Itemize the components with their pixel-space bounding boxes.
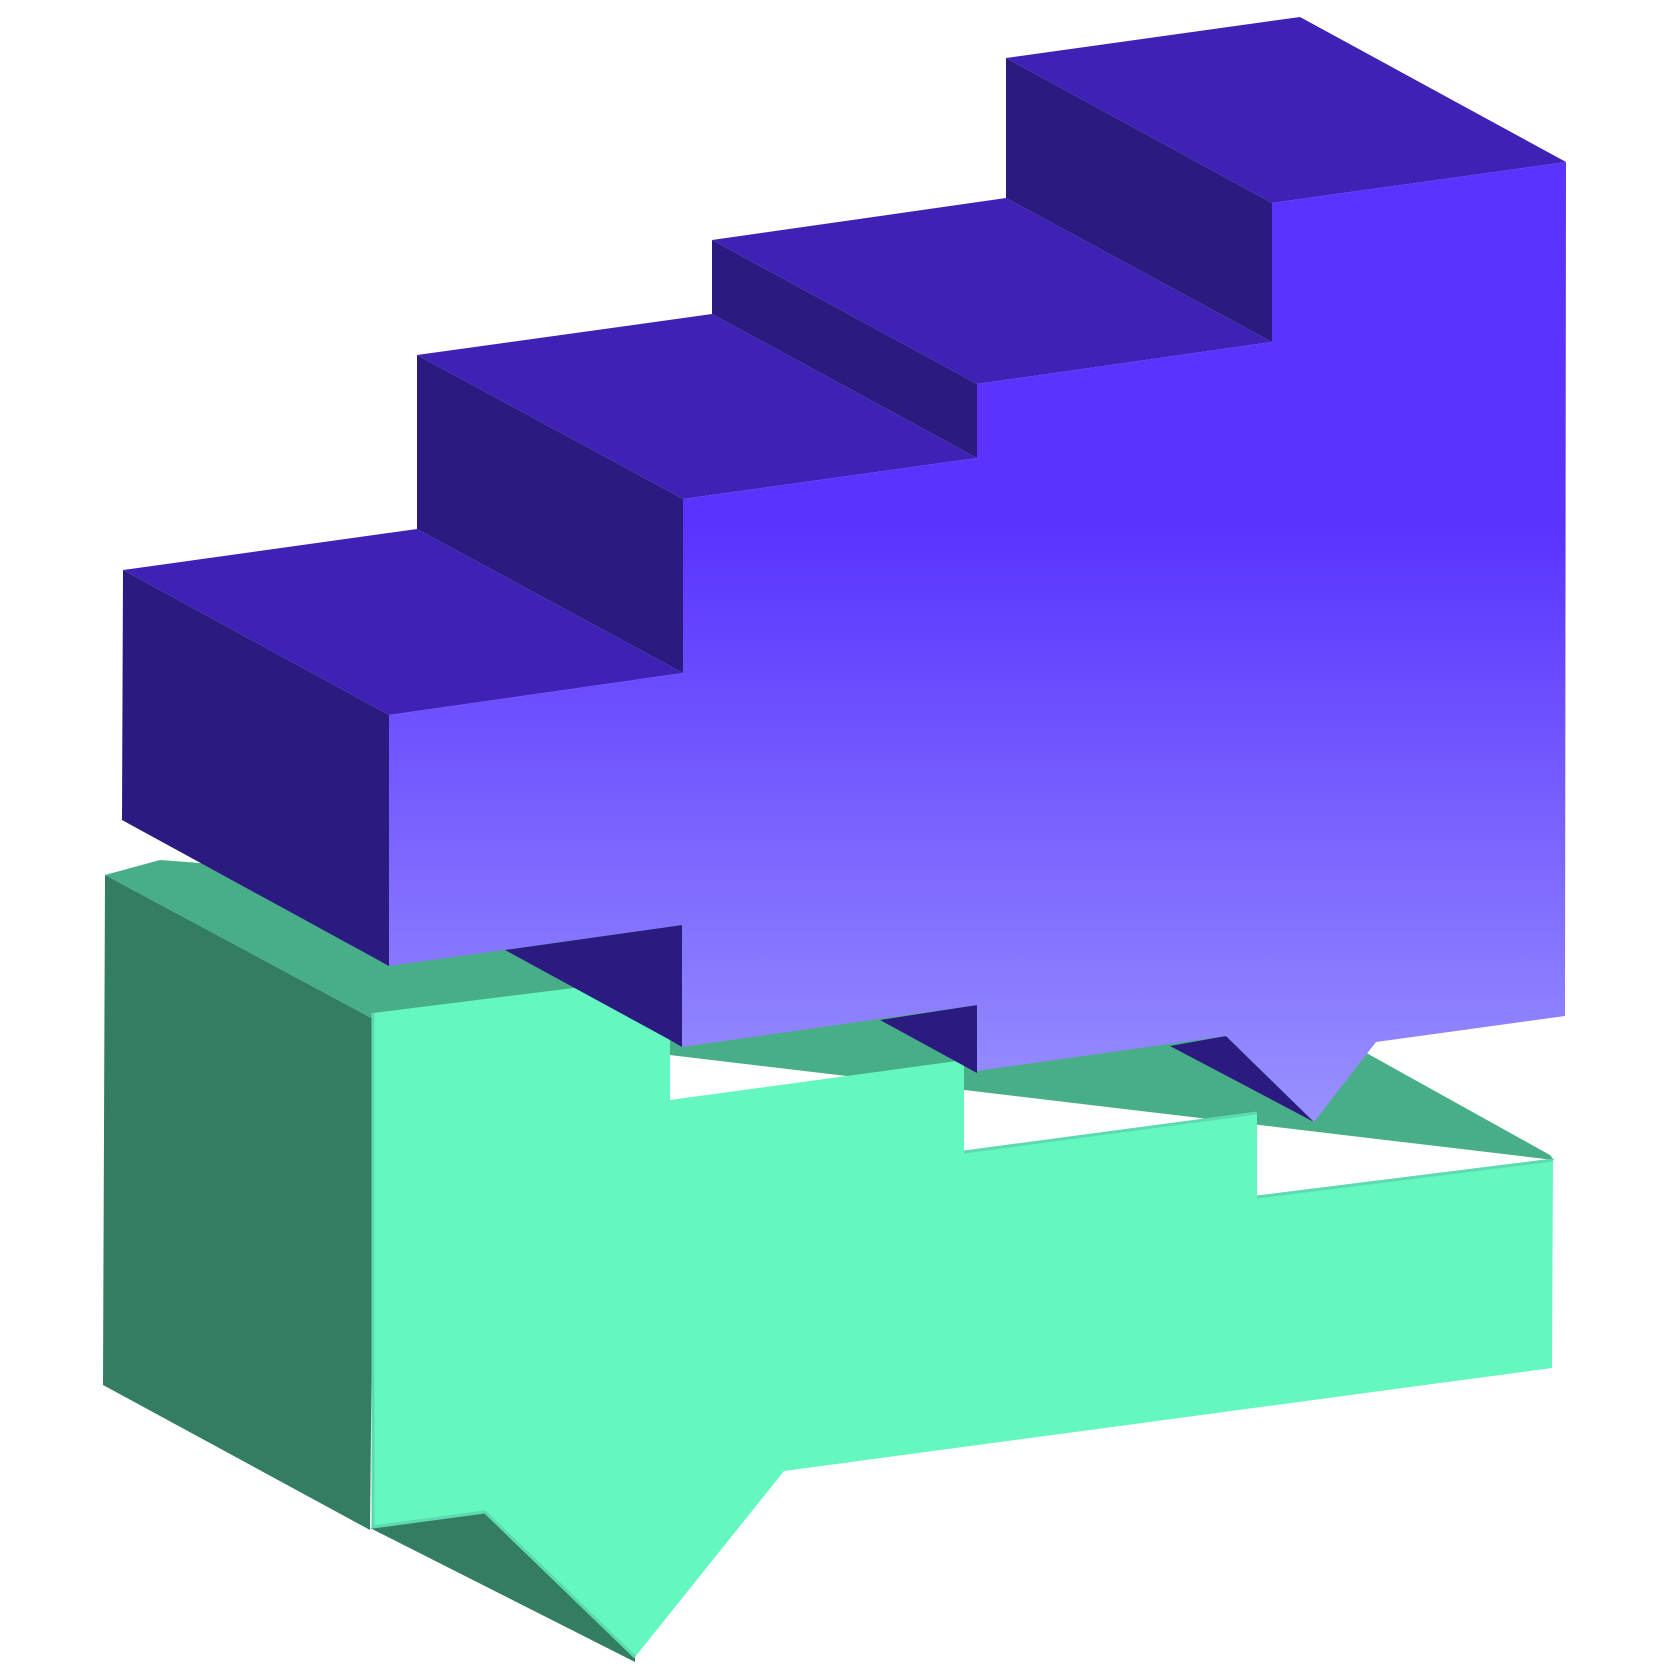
purple-step-side-1 xyxy=(122,570,389,966)
purple-step-top-1 xyxy=(123,529,683,715)
purple-step-top-2 xyxy=(417,314,977,499)
purple-step-top-3 xyxy=(712,198,1272,384)
green-bubble-left-side xyxy=(103,875,375,1530)
green-bubble-edge xyxy=(371,1013,637,1659)
green-bubble-step-edge-2 xyxy=(1256,1158,1554,1199)
green-bubble-front-face xyxy=(373,976,1553,1657)
purple-step-side-3 xyxy=(712,240,977,458)
purple-step-top-4 xyxy=(1006,17,1566,203)
purple-step-side-4 xyxy=(1006,58,1272,342)
purple-bubble-underside-1 xyxy=(505,925,682,1047)
purple-bubble-underside-3 xyxy=(1170,1036,1314,1122)
purple-step-side-2 xyxy=(417,355,683,673)
purple-bubble-front-face xyxy=(389,162,1566,1122)
staircase-speech-bubble-icon xyxy=(122,17,1566,1122)
green-bubble-tail-side xyxy=(370,1512,635,1662)
green-bubble-step-edge xyxy=(963,1111,1258,1154)
purple-bubble-underside-2 xyxy=(880,1005,977,1073)
